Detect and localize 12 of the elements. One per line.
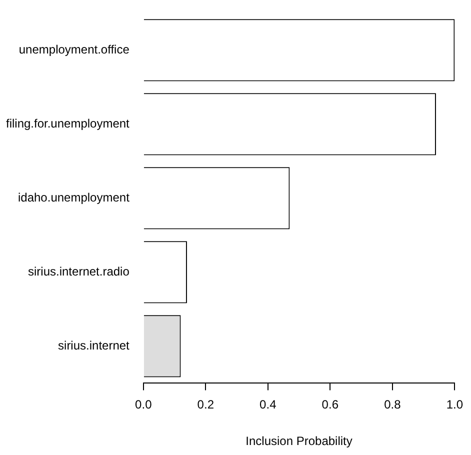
y-tick-label: unemployment.office [18,42,130,57]
y-tick-label: sirius.internet [58,338,130,353]
y-tick-label: sirius.internet.radio [28,264,130,279]
x-tick-label: 0.8 [384,398,402,412]
x-tick-label: 0.0 [135,398,152,412]
x-tick-label: 0.2 [197,398,214,412]
y-tick-label: idaho.unemployment [18,190,130,205]
x-tick-label: 0.6 [322,398,339,412]
x-axis-title: Inclusion Probability [246,434,352,448]
y-tick-label: filing.for.unemployment [6,116,130,131]
x-tick-label: 1.0 [446,398,464,412]
x-tick-label: 0.4 [260,398,277,412]
